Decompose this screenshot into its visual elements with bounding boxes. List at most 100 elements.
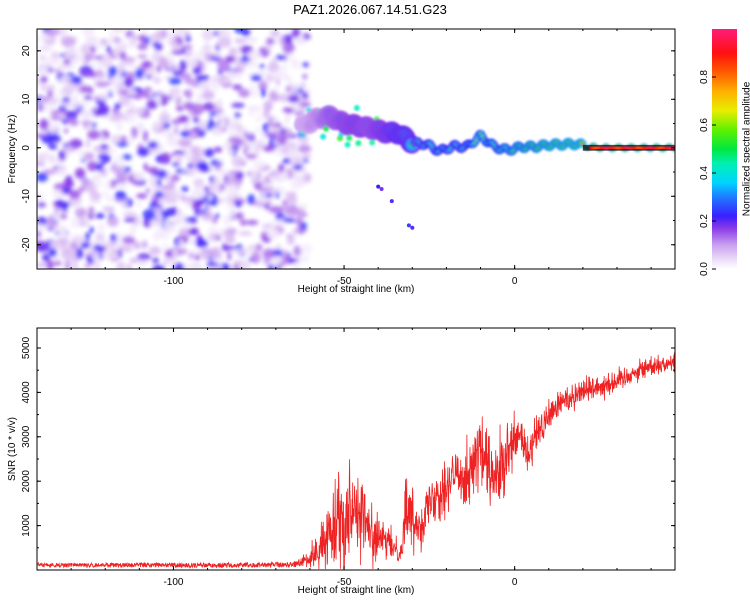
noise-blob [234,212,244,220]
noise-blob [278,93,291,103]
noise-blob [290,86,300,93]
noise-blob [210,246,221,259]
noise-blob [87,249,100,257]
noise-blob [82,29,95,36]
noise-blob [376,184,381,189]
signal-mark [642,146,646,149]
noise-blob [84,232,90,243]
noise-blob [114,154,124,167]
noise-blob [75,247,84,260]
noise-blob [182,197,196,203]
noise-blob [117,88,129,96]
noise-blob [302,73,308,80]
noise-blob [164,218,172,227]
noise-blob [119,164,125,175]
noise-blob [238,88,251,98]
noise-blob [201,248,213,254]
colorbar: 0.0 0.2 0.4 0.6 0.8 Normalized spectral ampl… [699,29,750,276]
noise-blob [180,130,191,138]
noise-blob [277,133,288,146]
noise-blob [202,29,214,41]
noise-blob [88,206,94,214]
noise-blob [148,90,154,96]
noise-blob [52,188,63,199]
noise-blob [128,226,137,236]
noise-blob [243,147,248,155]
noise-blob [181,44,193,50]
noise-blob [231,249,239,255]
noise-blob [37,223,46,231]
noise-blob [83,263,92,269]
noise-blob [290,103,301,108]
signal-mark [645,146,648,149]
noise-blob [218,158,225,163]
signal-mark [657,146,660,149]
noise-blob [137,54,148,59]
noise-blob [71,235,85,244]
noise-blob [137,43,148,51]
noise-blob [52,260,62,266]
noise-blob [109,240,117,251]
noise-blob [406,223,411,228]
noise-blob [270,219,280,225]
noise-blob [77,149,84,156]
signal-mark [665,146,668,149]
noise-blob [175,213,188,219]
noise-blob [108,31,116,38]
noise-blob [227,250,232,261]
signal-mark [597,146,601,149]
signal-mark [624,146,627,149]
noise-blob [47,84,56,92]
noise-blob [126,117,136,124]
noise-blob [282,199,288,205]
noise-blob [116,123,123,130]
noise-blob [124,62,136,68]
figure-title: PAZ1.2026.067.14.51.G23 [293,2,447,17]
noise-blob [181,167,189,172]
signal-mark [599,146,603,149]
y-tick-label: -10 [21,189,32,204]
snr-ticks: -100 -50 0 1000 2000 3000 4000 5000 [21,328,675,588]
noise-blob [86,183,98,195]
noise-blob [70,216,81,229]
noise-blob [197,80,211,92]
noise-blob [200,212,213,219]
noise-blob [247,50,262,60]
noise-blob [100,144,108,150]
noise-blob [117,62,125,74]
x-tick-label: 0 [512,577,518,588]
noise-blob [85,138,91,149]
noise-blob [301,62,309,68]
noise-blob [260,87,266,98]
noise-blob [171,50,184,55]
noise-blob [48,116,53,123]
noise-blob [111,253,120,259]
signal-mark [640,146,644,149]
noise-blob [261,223,273,229]
noise-blob [146,99,158,110]
noise-blob [167,180,176,192]
noise-blob [265,133,276,138]
noise-blob [231,102,246,108]
noise-blob [133,171,146,182]
noise-blob [135,68,144,80]
noise-blob [179,115,190,124]
noise-blob [291,29,301,39]
noise-blob [162,242,168,252]
noise-blob [41,135,56,144]
noise-blob [169,87,182,95]
noise-blob [172,206,177,217]
noise-blob [87,213,94,220]
noise-blob [161,29,168,38]
noise-blob [171,152,176,158]
noise-blob [301,91,309,100]
noise-blob [207,225,219,235]
noise-blob [248,135,256,142]
noise-blob [104,88,113,93]
noise-blob [238,231,252,236]
noise-blob [109,112,121,123]
x-tick-label: -100 [163,577,183,588]
noise-blob [286,191,295,201]
noise-blob [37,230,42,238]
noise-blob [296,254,310,264]
